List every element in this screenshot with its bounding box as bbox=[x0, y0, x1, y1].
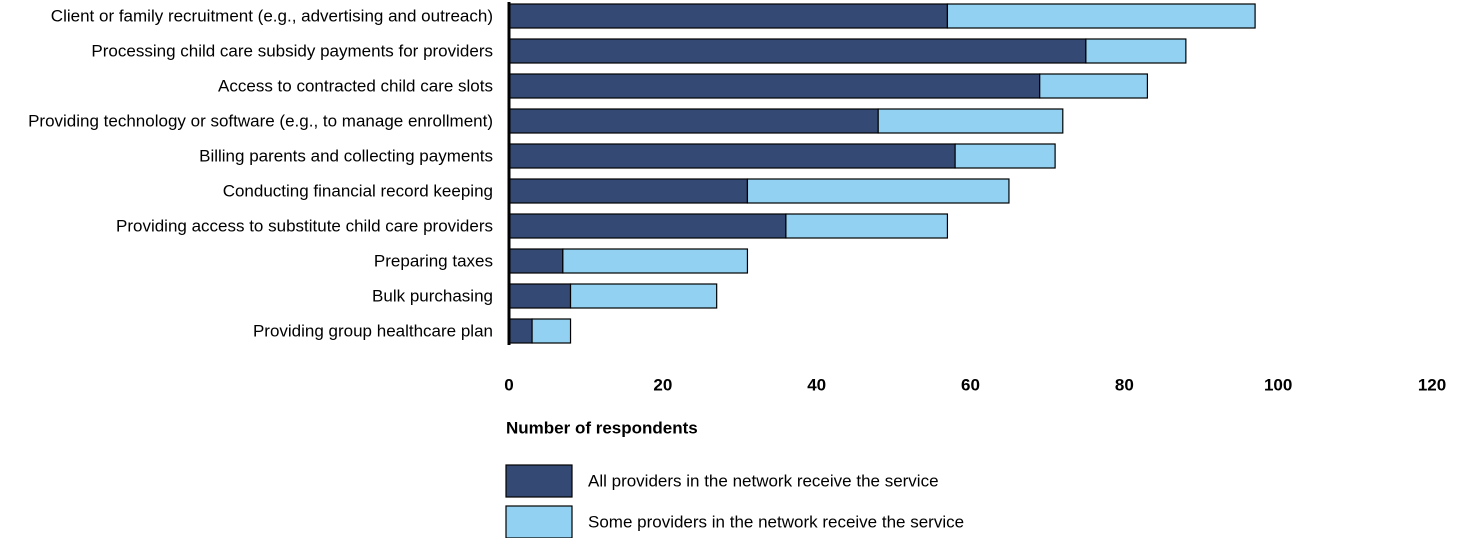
bars-layer bbox=[508, 3, 1256, 344]
bar-conducting-financial-record-ke-series-1 bbox=[508, 178, 749, 204]
legend-swatch-series-1 bbox=[505, 464, 573, 498]
legend-label-series-1: All providers in the network receive the… bbox=[588, 472, 939, 491]
bar-preparing-taxes-series-1 bbox=[508, 248, 564, 274]
bar-access-to-contracted-child-car-series-1 bbox=[508, 73, 1041, 99]
bar-bulk-purchasing-series-2 bbox=[569, 283, 718, 309]
category-label: Conducting financial record keeping bbox=[223, 182, 493, 201]
x-tick-label: 80 bbox=[1115, 376, 1134, 395]
category-label: Bulk purchasing bbox=[372, 287, 493, 306]
bar-preparing-taxes-series-2 bbox=[562, 248, 749, 274]
category-labels: Client or family recruitment (e.g., adve… bbox=[28, 7, 493, 341]
category-label: Access to contracted child care slots bbox=[218, 77, 493, 96]
category-label: Billing parents and collecting payments bbox=[199, 147, 493, 166]
bar-conducting-financial-record-ke-series-2 bbox=[746, 178, 1010, 204]
bar-client-or-family-recruitment-e-series-1 bbox=[508, 3, 949, 29]
x-tick-label: 20 bbox=[653, 376, 672, 395]
x-tick-label: 0 bbox=[504, 376, 513, 395]
bar-billing-parents-and-collecting-series-1 bbox=[508, 143, 956, 169]
bar-bulk-purchasing-series-1 bbox=[508, 283, 572, 309]
x-tick-label: 60 bbox=[961, 376, 980, 395]
category-label: Processing child care subsidy payments f… bbox=[91, 42, 493, 61]
category-label: Providing access to substitute child car… bbox=[116, 217, 493, 236]
x-tick-label: 120 bbox=[1418, 376, 1446, 395]
x-tick-label: 40 bbox=[807, 376, 826, 395]
legend-swatch-series-2 bbox=[505, 505, 573, 538]
bar-providing-access-to-substitute-series-1 bbox=[508, 213, 787, 239]
category-label: Client or family recruitment (e.g., adve… bbox=[51, 7, 493, 26]
bar-processing-child-care-subsidy--series-1 bbox=[508, 38, 1087, 64]
bar-providing-group-healthcare-pla-series-1 bbox=[508, 318, 533, 344]
bar-billing-parents-and-collecting-series-2 bbox=[954, 143, 1056, 169]
x-axis-title: Number of respondents bbox=[506, 419, 698, 438]
category-label: Providing technology or software (e.g., … bbox=[28, 112, 493, 131]
bar-providing-group-healthcare-pla-series-2 bbox=[531, 318, 572, 344]
category-label: Preparing taxes bbox=[374, 252, 493, 271]
legend-label-series-2: Some providers in the network receive th… bbox=[588, 513, 964, 532]
x-tick-labels: 0 20 40 60 80 100 120 bbox=[504, 376, 1446, 395]
bar-providing-access-to-substitute-series-2 bbox=[785, 213, 949, 239]
bar-providing-technology-or-softwa-series-2 bbox=[877, 108, 1064, 134]
x-tick-label: 100 bbox=[1264, 376, 1292, 395]
bar-access-to-contracted-child-car-series-2 bbox=[1039, 73, 1149, 99]
bar-processing-child-care-subsidy--series-2 bbox=[1085, 38, 1187, 64]
category-label: Providing group healthcare plan bbox=[253, 322, 493, 341]
bar-providing-technology-or-softwa-series-1 bbox=[508, 108, 879, 134]
legend: All providers in the network receive the… bbox=[505, 464, 964, 538]
bar-client-or-family-recruitment-e-series-2 bbox=[946, 3, 1256, 29]
